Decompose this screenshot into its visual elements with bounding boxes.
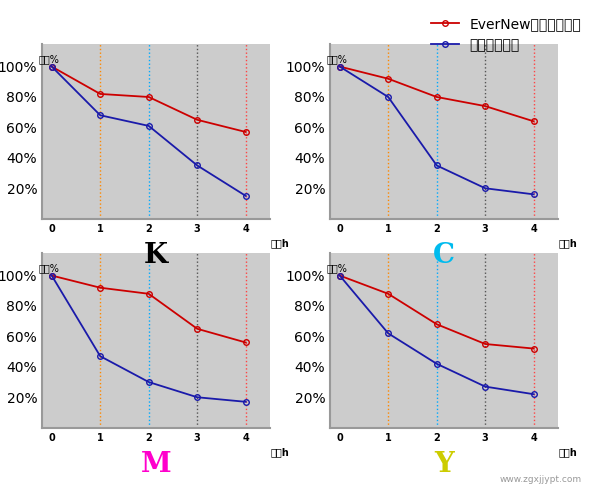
Text: www.zgxjjypt.com: www.zgxjjypt.com	[500, 474, 582, 484]
Text: K: K	[144, 242, 168, 269]
Text: 色値%: 色値%	[326, 263, 347, 273]
Legend: EverNew耀光染料墨水, 同类染料墨水: EverNew耀光染料墨水, 同类染料墨水	[425, 12, 587, 58]
Text: 色値%: 色値%	[38, 54, 59, 64]
Text: M: M	[140, 451, 172, 478]
Text: 时间h: 时间h	[559, 239, 578, 248]
Text: 时间h: 时间h	[559, 448, 578, 457]
Text: Y: Y	[434, 451, 454, 478]
Text: 时间h: 时间h	[271, 448, 290, 457]
Text: 时间h: 时间h	[271, 239, 290, 248]
Text: 色値%: 色値%	[326, 54, 347, 64]
Text: 色値%: 色値%	[38, 263, 59, 273]
Text: C: C	[433, 242, 455, 269]
